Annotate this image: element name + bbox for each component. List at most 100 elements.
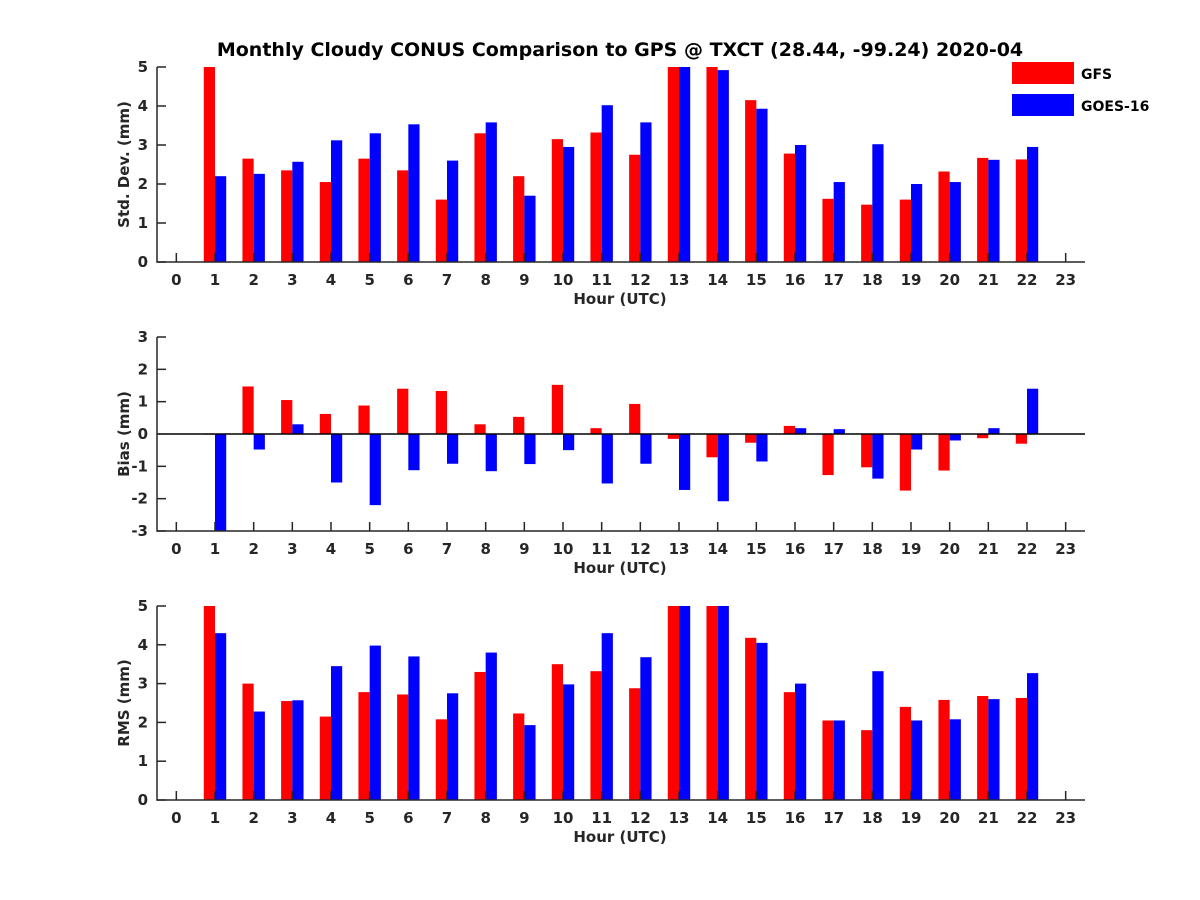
xtick-label-bias-14: 14 [707, 540, 728, 558]
bar-std_dev-goes-16-20 [949, 182, 961, 262]
bar-rms-goes-16-12 [640, 657, 652, 800]
xtick-label-bias-17: 17 [823, 540, 844, 558]
xtick-label-bias-21: 21 [978, 540, 999, 558]
bar-std_dev-gfs-1 [203, 67, 215, 262]
bar-std_dev-gfs-6 [397, 170, 409, 262]
bar-bias-goes-16-1 [215, 434, 227, 531]
bar-rms-goes-16-15 [756, 642, 768, 800]
bar-rms-gfs-4 [319, 716, 331, 800]
bar-std_dev-gfs-12 [629, 154, 641, 262]
bar-rms-goes-16-5 [369, 645, 381, 800]
bar-bias-gfs-12 [629, 403, 641, 434]
xlabel-rms: Hour (UTC) [573, 828, 666, 846]
bar-std_dev-gfs-11 [590, 132, 602, 262]
legend-swatch-gfs [1012, 62, 1074, 84]
bar-rms-goes-16-11 [601, 633, 613, 800]
xtick-label-bias-22: 22 [1017, 540, 1038, 558]
ylabel-bias: Bias (mm) [115, 391, 133, 477]
bar-std_dev-goes-16-22 [1027, 146, 1039, 262]
series-gfs [203, 67, 1027, 263]
bar-bias-gfs-3 [281, 400, 293, 434]
xtick-label-std_dev-12: 12 [630, 271, 651, 289]
bar-bias-gfs-8 [474, 424, 486, 434]
bar-rms-gfs-10 [551, 664, 563, 800]
bar-std_dev-gfs-15 [745, 100, 757, 263]
bar-std_dev-gfs-10 [551, 139, 563, 262]
bar-bias-goes-16-15 [756, 434, 768, 462]
xtick-label-rms-18: 18 [862, 809, 883, 827]
xtick-label-std_dev-4: 4 [326, 271, 336, 289]
xtick-label-bias-8: 8 [480, 540, 490, 558]
bar-rms-gfs-13 [667, 606, 679, 800]
bar-std_dev-goes-16-14 [717, 70, 729, 263]
xtick-label-bias-11: 11 [591, 540, 612, 558]
bar-rms-gfs-7 [435, 719, 447, 800]
xtick-label-bias-15: 15 [746, 540, 767, 558]
bar-rms-goes-16-17 [833, 720, 845, 800]
bar-bias-goes-16-17 [833, 429, 845, 434]
bar-rms-gfs-2 [242, 683, 254, 800]
xtick-label-rms-13: 13 [669, 809, 690, 827]
series-gfs [203, 606, 1027, 800]
xtick-label-bias-20: 20 [939, 540, 960, 558]
xtick-label-bias-19: 19 [901, 540, 922, 558]
bar-std_dev-goes-16-10 [563, 146, 575, 262]
xtick-label-bias-2: 2 [248, 540, 258, 558]
ytick-label-bias--3: -3 [131, 522, 148, 540]
xtick-label-std_dev-16: 16 [785, 271, 806, 289]
ytick-label-bias-1: 1 [138, 393, 148, 411]
xtick-label-std_dev-23: 23 [1055, 271, 1076, 289]
bar-rms-gfs-1 [203, 606, 215, 800]
bar-bias-gfs-19 [899, 434, 911, 491]
bar-bias-goes-16-6 [408, 434, 420, 471]
ytick-label-std_dev-4: 4 [138, 97, 148, 115]
xtick-label-std_dev-17: 17 [823, 271, 844, 289]
xtick-label-bias-13: 13 [669, 540, 690, 558]
bar-bias-goes-16-21 [988, 428, 1000, 434]
xtick-label-bias-9: 9 [519, 540, 529, 558]
bar-std_dev-gfs-18 [861, 204, 873, 262]
legend: GFS GOES-16 [1012, 62, 1149, 116]
ytick-label-rms-0: 0 [138, 791, 148, 809]
bar-std_dev-goes-16-15 [756, 108, 768, 262]
bar-bias-goes-16-10 [563, 434, 575, 451]
xtick-label-rms-5: 5 [364, 809, 374, 827]
xtick-label-rms-12: 12 [630, 809, 651, 827]
bar-bias-goes-16-14 [717, 434, 729, 502]
bar-rms-goes-16-14 [717, 606, 729, 800]
bar-bias-goes-16-11 [601, 434, 613, 484]
bar-std_dev-gfs-22 [1015, 159, 1027, 262]
bar-bias-gfs-4 [319, 413, 331, 434]
bar-bias-goes-16-19 [911, 434, 923, 450]
xtick-label-std_dev-3: 3 [287, 271, 297, 289]
bar-std_dev-goes-16-17 [833, 182, 845, 262]
bar-bias-goes-16-18 [872, 434, 884, 479]
xtick-label-bias-4: 4 [326, 540, 336, 558]
legend-label-goes-16: GOES-16 [1081, 99, 1149, 115]
bar-bias-gfs-18 [861, 434, 873, 468]
chart-panels: 0 1 2 3 4 5 6 7 8 9 10 11 12 13 14 15 16 17 18 19 20 21 22 2301… [115, 58, 1085, 846]
bar-rms-gfs-17 [822, 720, 834, 800]
bar-rms-gfs-8 [474, 671, 486, 800]
bar-std_dev-gfs-19 [899, 199, 911, 262]
bar-bias-goes-16-9 [524, 434, 536, 465]
xtick-label-rms-22: 22 [1017, 809, 1038, 827]
xtick-label-bias-0: 0 [171, 540, 181, 558]
xtick-label-bias-6: 6 [403, 540, 413, 558]
xtick-label-std_dev-14: 14 [707, 271, 728, 289]
bar-rms-goes-16-21 [988, 699, 1000, 800]
xtick-label-rms-6: 6 [403, 809, 413, 827]
bar-rms-goes-16-20 [949, 719, 961, 800]
ytick-label-std_dev-2: 2 [138, 175, 148, 193]
series-goes-16 [215, 388, 1039, 531]
xtick-label-rms-19: 19 [901, 809, 922, 827]
xtick-label-bias-7: 7 [442, 540, 452, 558]
bar-rms-gfs-5 [358, 692, 370, 800]
xtick-label-std_dev-18: 18 [862, 271, 883, 289]
xlabel-bias: Hour (UTC) [573, 559, 666, 577]
bar-rms-goes-16-6 [408, 656, 420, 800]
xtick-label-std_dev-20: 20 [939, 271, 960, 289]
series-goes-16 [215, 67, 1039, 263]
xtick-label-std_dev-10: 10 [553, 271, 574, 289]
